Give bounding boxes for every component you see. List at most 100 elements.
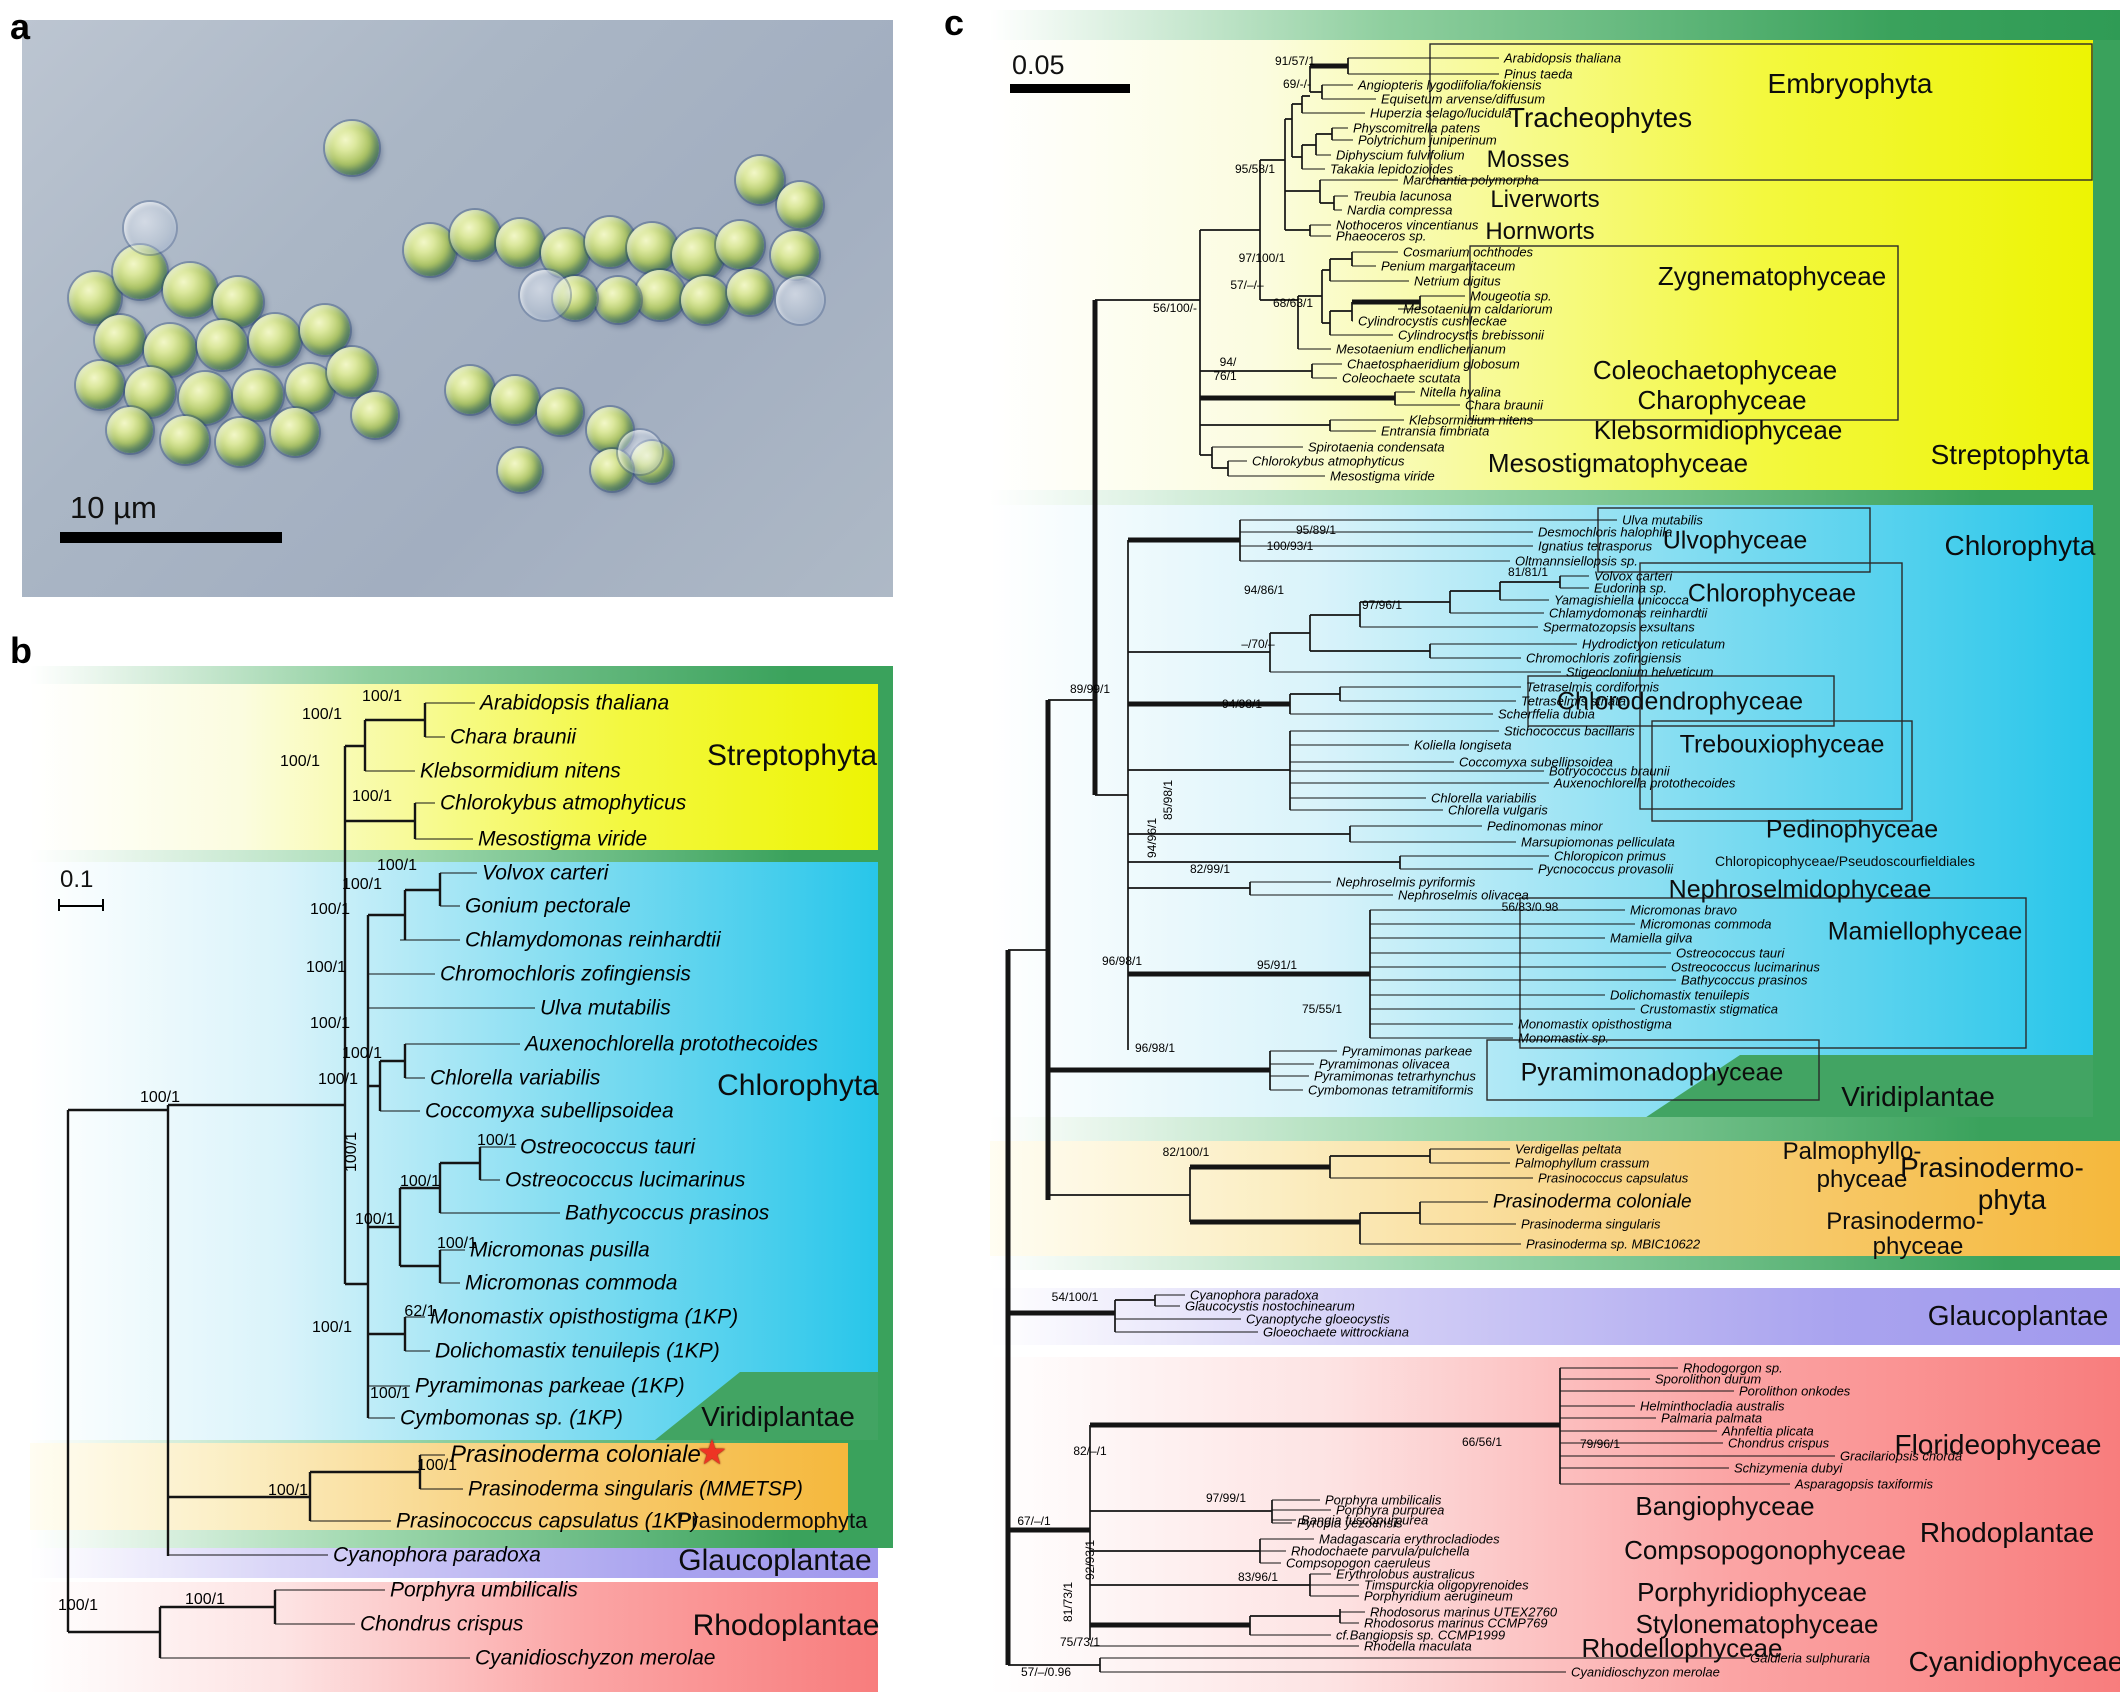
- clade-label: Compsopogonophyceae: [1624, 1535, 1906, 1565]
- taxon-label: Spirotaenia condensata: [1308, 439, 1445, 455]
- support-value: 95/89/1: [1295, 523, 1337, 537]
- highlight-star-icon: ★: [696, 1434, 728, 1472]
- support-value: 57/–/0.96: [1020, 1665, 1072, 1679]
- algal-cell: [635, 270, 685, 320]
- taxon-label: Penium margaritaceum: [1381, 258, 1516, 274]
- algal-cell: [179, 372, 231, 424]
- taxon-label: Takakia lepidozioides: [1330, 161, 1454, 177]
- support-value: 97/99/1: [1205, 1491, 1247, 1505]
- support-value: 100/1: [341, 1045, 383, 1062]
- support-value: 100/1: [57, 1597, 99, 1614]
- support-value: 82/–/1: [1073, 1444, 1107, 1458]
- clade-label: Zygnematophyceae: [1657, 261, 1887, 291]
- support-value: 95/91/1: [1256, 958, 1298, 972]
- panel-b-prasinodermophyta-band: [30, 1443, 848, 1530]
- taxon-label: Monomastix opisthostigma: [1518, 1016, 1672, 1032]
- taxon-label: Bathycoccus prasinos: [1681, 972, 1808, 988]
- taxon-label: Pinus taeda: [1504, 66, 1573, 82]
- algal-cell: [352, 392, 398, 438]
- clade-label: Tracheophytes: [1507, 102, 1693, 133]
- algal-cell: [681, 276, 729, 324]
- algal-cell: [498, 448, 542, 492]
- taxon-label: Gracilariopsis chorda: [1840, 1448, 1963, 1464]
- clade-bracket-boxes: [1429, 43, 2093, 1101]
- algal-cell: [404, 224, 456, 276]
- support-value: 100/1: [309, 1015, 351, 1032]
- taxon-label: Micromonas commoda: [1640, 916, 1772, 932]
- support-value: 100/1: [301, 706, 343, 723]
- panel-c-rhodoplantae-band: [990, 1357, 2120, 1692]
- taxon-label: Stigeoclonium helveticum: [1566, 664, 1714, 680]
- support-value: 66/56/1: [1461, 1435, 1503, 1449]
- panel-c-letter: c: [944, 2, 965, 43]
- taxon-label: Cylindrocystis brebissonii: [1398, 327, 1544, 343]
- taxon-label: Eudorina sp.: [1594, 580, 1667, 596]
- taxon-label: Mesostigma viride: [478, 827, 648, 851]
- support-value: 94/96/1: [1145, 817, 1159, 859]
- taxon-label: Prasinococcus capsulatus: [1538, 1170, 1689, 1186]
- algal-cell: [446, 366, 494, 414]
- taxon-label: Prasinoderma singularis (MMETSP): [468, 1477, 803, 1501]
- clade-label: Charophyceae: [1637, 385, 1807, 415]
- taxon-label: Verdigellas peltata: [1515, 1141, 1622, 1157]
- algal-cell: [496, 219, 544, 267]
- algal-cell: [95, 315, 145, 365]
- support-value: 100/1: [436, 1235, 478, 1252]
- taxon-label: Chara braunii: [450, 725, 577, 749]
- taxon-label: Cymbomonas tetramitiformis: [1308, 1082, 1474, 1098]
- support-value: 91/57/1: [1274, 54, 1316, 68]
- taxon-label: Rhodochaete parvula/pulchella: [1291, 1543, 1470, 1559]
- taxon-label: Chaetosphaeridium globosum: [1347, 356, 1520, 372]
- support-value: 100/1: [139, 1089, 181, 1106]
- taxon-label: Arabidopsis thaliana: [480, 691, 670, 715]
- taxon-label: Porphyra umbilicalis: [1325, 1492, 1442, 1508]
- support-value: 96/98/1: [1134, 1041, 1176, 1055]
- taxon-label: Ostreococcus lucimarinus: [1671, 959, 1820, 975]
- taxon-label: Sporolithon durum: [1655, 1371, 1762, 1387]
- panel-a-letter: a: [10, 6, 31, 47]
- taxon-label: Chlorokybus atmophyticus: [440, 791, 687, 815]
- panel-b-divider-strip: [30, 850, 878, 862]
- taxon-label: Arabidopsis thaliana: [1504, 50, 1622, 66]
- clade-label: Nephroselmidophyceae: [1668, 875, 1932, 904]
- support-value: 100/1: [376, 857, 418, 874]
- taxon-label: Volvox carteri: [1594, 568, 1673, 584]
- taxon-label: Klebsormidium nitens: [1409, 412, 1534, 428]
- algal-cell: [736, 156, 784, 204]
- support-value: 56/100/-: [1152, 301, 1198, 315]
- support-value: 100/1: [305, 959, 347, 976]
- panel-b-scalebar-tick-left: [58, 899, 60, 911]
- panel-c-bold-branches: [1005, 63, 1560, 1665]
- support-value: 97/96/1: [1361, 598, 1403, 612]
- panel-b-streptophyta-band: [30, 684, 878, 850]
- support-value: 94/86/1: [1243, 583, 1285, 597]
- algal-cell: [585, 217, 635, 267]
- clade-label: Stylonematophyceae: [1635, 1609, 1879, 1639]
- support-value: 82/99/1: [1189, 862, 1231, 876]
- clade-label: Palmophyllo-: [1782, 1138, 1922, 1165]
- taxon-label: Coccomyxa subellipsoidea: [425, 1099, 674, 1123]
- clade-label: Chlorodendrophyceae: [1556, 687, 1804, 716]
- clade-label: Hornworts: [1485, 218, 1595, 245]
- algal-cell: [771, 231, 819, 279]
- algal-cell: [271, 408, 319, 456]
- taxon-label: Monomastix sp.: [1518, 1030, 1610, 1046]
- panel-b-tip-branches: [160, 702, 560, 1659]
- support-value: 67/–/1: [1017, 1514, 1051, 1528]
- support-value: 94/: [1219, 355, 1237, 369]
- algal-cell: [716, 221, 764, 269]
- taxon-label: Prasinoderma sp. MBIC10622: [1526, 1236, 1701, 1252]
- algal-cell: [300, 305, 350, 355]
- taxon-label: Yamagishiella unicocca: [1554, 592, 1689, 608]
- taxon-label: Volvox carteri: [482, 861, 609, 885]
- taxon-label: cf.Bangiopsis sp. CCMP1999: [1336, 1627, 1506, 1643]
- panel-a-scalebar-label: 10 µm: [70, 490, 157, 525]
- support-value: 79/96/1: [1579, 1437, 1621, 1451]
- panel-b-scalebar: [58, 905, 104, 907]
- panel-b-chlorophyta-band: [30, 862, 878, 1440]
- taxon-label: Auxenochlorella protothecoides: [525, 1032, 819, 1056]
- taxon-label: Porolithon onkodes: [1739, 1383, 1851, 1399]
- support-value: 100/1: [341, 876, 383, 893]
- algal-cell: [325, 121, 379, 175]
- clade-label: Prasinodermo-: [1900, 1152, 2084, 1183]
